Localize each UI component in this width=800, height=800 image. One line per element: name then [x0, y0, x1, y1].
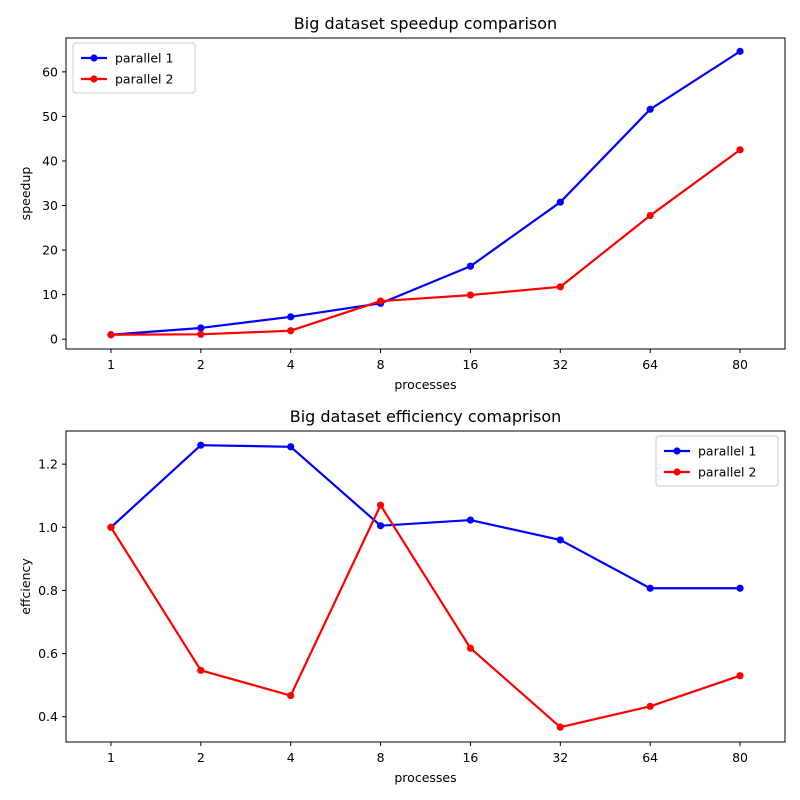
x-tick-label: 16: [462, 750, 478, 765]
legend-item: parallel 2: [81, 72, 173, 87]
legend-item: parallel 1: [664, 444, 756, 459]
x-tick-label: 8: [377, 750, 385, 765]
data-point: [107, 331, 115, 339]
y-tick-label: 20: [42, 243, 58, 258]
legend-item: parallel 1: [81, 51, 173, 66]
data-point: [197, 324, 205, 332]
data-point: [646, 211, 654, 220]
data-point: [107, 523, 115, 531]
x-tick-label: 2: [197, 357, 205, 372]
data-point: [736, 584, 744, 592]
y-tick-label: 30: [42, 198, 58, 213]
subplot-1: Big dataset speedup comparison 1 2 4 8 16 32 64…: [18, 14, 786, 392]
legend-swatch-marker: [673, 447, 681, 455]
y-axis-label: effciency: [18, 558, 33, 615]
data-point: [287, 327, 295, 335]
data-point: [736, 672, 744, 680]
x-tick-label: 32: [552, 750, 568, 765]
y-axis-label: speedup: [18, 167, 33, 221]
data-point: [736, 146, 744, 154]
x-tick-label: 1: [107, 750, 115, 765]
series-1: [107, 47, 744, 339]
series-line: [110, 50, 741, 336]
data-point: [556, 723, 564, 731]
data-point: [646, 105, 654, 113]
y-tick-label: 60: [42, 64, 58, 79]
x-tick-label: 2: [197, 750, 205, 765]
x-tick-label: 64: [642, 357, 658, 372]
data-point: [466, 291, 475, 299]
data-point: [466, 262, 475, 270]
x-axis-label: processes: [394, 770, 456, 785]
legend-box: [655, 435, 779, 487]
data-point: [197, 441, 205, 449]
data-point: [556, 198, 564, 206]
y-tick-label: 1.2: [38, 457, 58, 472]
x-tick-label: 16: [462, 357, 478, 372]
x-tick-label: 32: [552, 357, 568, 372]
data-point: [466, 516, 475, 524]
x-tick-label: 4: [287, 750, 295, 765]
legend-label: parallel 2: [698, 465, 756, 480]
y-tick-label: 40: [42, 153, 58, 168]
data-point: [466, 644, 475, 652]
data-point: [556, 536, 564, 544]
series-line: [110, 444, 741, 590]
series-line: [110, 148, 741, 336]
chart-title: Big dataset speedup comparison: [294, 14, 557, 33]
x-tick-label: 80: [732, 357, 748, 372]
data-point: [646, 702, 654, 710]
data-point: [287, 443, 295, 451]
data-point: [197, 666, 205, 674]
data-point: [376, 522, 385, 530]
legend-label: parallel 1: [698, 444, 756, 459]
x-tick-label: 64: [642, 750, 658, 765]
y-tick-label: 50: [42, 109, 58, 124]
legend: parallel 1 parallel 2: [72, 42, 196, 94]
legend-swatch-marker: [90, 75, 98, 83]
data-point: [287, 691, 295, 700]
legend-swatch-marker: [90, 54, 98, 62]
legend-swatch-marker: [673, 468, 681, 476]
y-tick-label: 10: [42, 287, 58, 302]
x-tick-label: 1: [107, 357, 115, 372]
y-tick-label: 0: [50, 332, 58, 347]
y-tick-label: 0.4: [38, 709, 58, 724]
series-2: [107, 146, 744, 339]
y-tick-label: 0.6: [38, 646, 58, 661]
data-point: [287, 313, 295, 321]
data-point: [197, 330, 205, 338]
x-axis-label: processes: [394, 377, 456, 392]
x-tick-label: 80: [732, 750, 748, 765]
data-point: [646, 584, 654, 592]
legend-label: parallel 1: [115, 51, 173, 66]
legend: parallel 1 parallel 2: [655, 435, 779, 487]
series-1: [107, 441, 744, 592]
chart-title: Big dataset efficiency comaprison: [290, 407, 562, 426]
legend-box: [72, 42, 196, 94]
data-point: [376, 501, 385, 509]
axes-frame: [65, 430, 786, 743]
series-2: [107, 501, 744, 731]
y-tick-label: 1.0: [38, 520, 58, 535]
y-tick-label: 0.8: [38, 583, 58, 598]
series-line: [110, 504, 741, 729]
data-point: [376, 297, 385, 305]
axes-frame: [65, 37, 786, 350]
data-point: [736, 47, 744, 55]
x-tick-label: 4: [287, 357, 295, 372]
legend-item: parallel 2: [664, 465, 756, 480]
data-point: [556, 283, 564, 291]
legend-label: parallel 2: [115, 72, 173, 87]
subplot-2: Big dataset efficiency comaprison 1 2 4 8 16 3…: [18, 407, 786, 785]
x-tick-label: 8: [377, 357, 385, 372]
